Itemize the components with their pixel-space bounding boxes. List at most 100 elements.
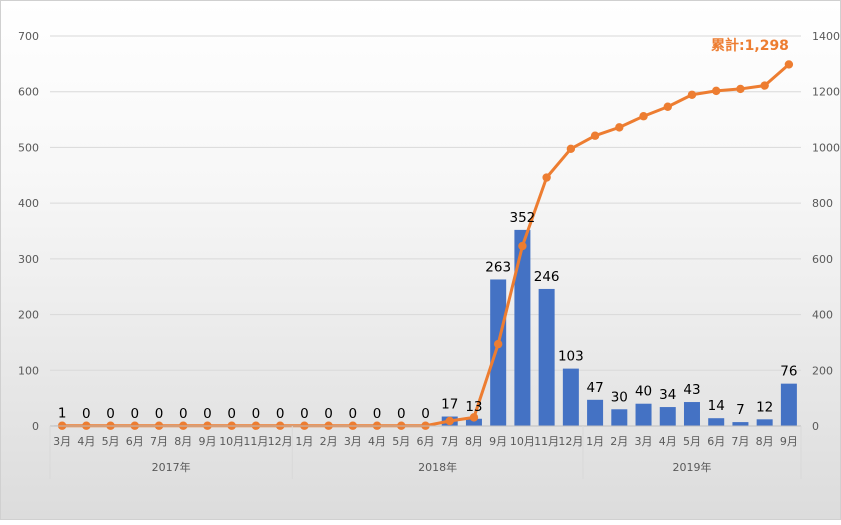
bar-value-label: 263: [485, 259, 511, 275]
x-tick-label: 3月: [635, 435, 653, 448]
line-point: [639, 112, 648, 121]
x-tick-label: 4月: [77, 435, 95, 448]
x-tick-label: 3月: [344, 435, 362, 448]
x-tick-label: 12月: [558, 435, 583, 448]
x-tick-label: 1月: [586, 435, 604, 448]
x-tick-label: 6月: [126, 435, 144, 448]
x-axis: 3月 4月 5月 6月 7月 8月 9月 10月 11月 12月 1月 2月 3月 4月 5月 6月 7月 8月 9…: [49, 425, 802, 479]
line-point: [784, 60, 794, 69]
left-y-tick-label: 400: [18, 197, 39, 210]
bar-value-label: 0: [421, 406, 430, 422]
bar: [732, 422, 749, 426]
bar-value-label: 40: [635, 384, 652, 400]
bar-value-label: 0: [179, 406, 188, 422]
bar-value-label: 76: [780, 364, 797, 380]
year-label: 2017年: [152, 460, 191, 474]
bar: [490, 279, 507, 426]
left-y-tick-label: 500: [18, 141, 39, 154]
left-y-tick-label: 700: [18, 30, 39, 43]
bar: [465, 418, 482, 426]
x-tick-label: 4月: [368, 435, 386, 448]
bar-value-label: 0: [324, 406, 333, 422]
x-tick-label: 8月: [756, 435, 774, 448]
bar-value-label: 17: [441, 397, 458, 413]
year-label: 2019年: [672, 460, 711, 474]
x-tick-label: 6月: [417, 435, 435, 448]
x-tick-label: 9月: [780, 435, 798, 448]
cumulative-total-annotation: 累計:1,298: [711, 37, 789, 54]
bar-value-label: 34: [659, 387, 676, 403]
x-tick-label: 7月: [441, 435, 459, 448]
x-tick-label: 5月: [392, 435, 410, 448]
bar: [562, 368, 579, 426]
x-tick-label: 12月: [268, 435, 293, 448]
x-tick-label: 10月: [510, 435, 535, 448]
line-point: [590, 131, 600, 140]
right-y-tick-label: 200: [812, 364, 833, 377]
bar: [635, 403, 652, 426]
x-tick-label: 7月: [731, 435, 749, 448]
line-point: [615, 123, 624, 132]
cumulative-line: [62, 63, 790, 428]
line-point: [445, 416, 454, 426]
bar-value-label: 0: [349, 406, 358, 422]
bar-value-label: 1: [58, 405, 67, 421]
bar-value-label: 14: [708, 398, 725, 414]
bar: [756, 419, 773, 426]
line-point: [493, 339, 503, 349]
bar-value-label: 352: [510, 210, 536, 226]
gridlines: [50, 35, 801, 427]
line-point: [542, 173, 551, 182]
bar-value-label: 0: [203, 406, 212, 422]
line-point: [518, 241, 527, 251]
x-tick-label: 2月: [320, 435, 338, 448]
bar-value-label: 0: [276, 406, 285, 422]
bar-value-label: 47: [586, 380, 603, 396]
bar-value-label: 0: [397, 406, 406, 422]
x-tick-label: 5月: [683, 435, 701, 448]
bar: [780, 383, 797, 426]
right-y-tick-label: 0: [812, 420, 819, 433]
line-point: [712, 86, 721, 96]
x-tick-label: 5月: [102, 435, 120, 448]
right-y-tick-label: 1200: [812, 86, 840, 99]
bar-value-label: 0: [82, 406, 91, 422]
bar: [659, 407, 676, 426]
bar-value-label: 0: [130, 406, 139, 422]
bar-value-label: 13: [465, 399, 482, 415]
right-y-tick-label: 1000: [812, 141, 840, 154]
bar: [708, 418, 725, 426]
x-tick-label: 11月: [534, 435, 559, 448]
bar-series: [54, 229, 797, 426]
bar: [514, 229, 531, 426]
bar: [538, 288, 555, 426]
x-tick-label: 1月: [295, 435, 313, 448]
x-tick-label: 7月: [150, 435, 168, 448]
bar-value-label: 0: [155, 406, 164, 422]
x-tick-label: 4月: [659, 435, 677, 448]
left-axis: 0 100 200 300 400 500 600 700: [18, 30, 39, 433]
x-tick-label: 3月: [53, 435, 71, 448]
line-point: [687, 90, 697, 99]
cumulative-line-series: [57, 60, 794, 430]
left-y-tick-label: 300: [18, 253, 39, 266]
right-y-tick-label: 1400: [812, 30, 840, 43]
bar-value-label: 0: [300, 406, 309, 422]
right-axis: 0 200 400 600 800 1000 1200 1400: [812, 30, 840, 433]
x-tick-label: 6月: [707, 435, 725, 448]
right-y-tick-label: 600: [812, 253, 833, 266]
right-y-tick-label: 400: [812, 309, 833, 322]
bar-value-label: 30: [611, 389, 628, 405]
year-label: 2018年: [418, 460, 457, 474]
x-tick-label: 8月: [174, 435, 192, 448]
right-y-tick-label: 800: [812, 197, 833, 210]
bar-value-label: 0: [106, 406, 115, 422]
line-point: [736, 84, 745, 94]
bar-value-label: 0: [373, 406, 382, 422]
x-tick-label: 11月: [243, 435, 268, 448]
left-y-tick-label: 100: [18, 364, 39, 377]
x-tick-label: 9月: [198, 435, 216, 448]
left-y-tick-label: 600: [18, 86, 39, 99]
